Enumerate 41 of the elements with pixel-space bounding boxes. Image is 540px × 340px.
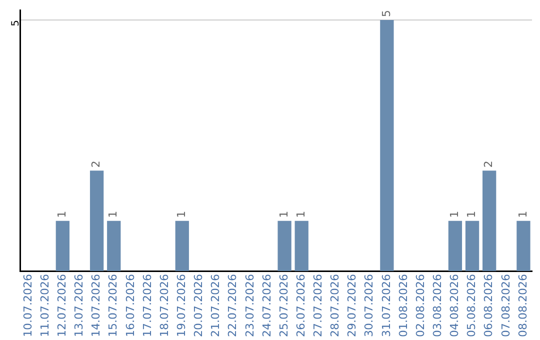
- data-label: 1: [56, 210, 69, 218]
- x-tick-label: 25.07.2026: [277, 274, 290, 338]
- x-tick-label: 16.07.2026: [124, 274, 137, 338]
- x-tick-label: 10.07.2026: [21, 274, 34, 338]
- x-tick-label: 19.07.2026: [174, 274, 188, 338]
- x-tick-label: 23.07.2026: [243, 274, 256, 338]
- x-tick-label: 04.08.2026: [448, 274, 462, 338]
- x-tick-label: 15.07.2026: [106, 274, 120, 338]
- x-tick-label: 20.07.2026: [192, 274, 206, 338]
- data-label: 1: [448, 210, 462, 218]
- x-tick-label: 24.07.2026: [260, 274, 274, 338]
- data-label: 1: [294, 210, 308, 218]
- data-label: 1: [106, 210, 120, 218]
- x-tick-label: 26.07.2026: [294, 274, 308, 338]
- data-label: 1: [465, 210, 478, 218]
- x-tick-label: 02.08.2026: [414, 274, 427, 338]
- x-tick-label: 17.07.2026: [140, 274, 154, 338]
- x-tick-label: 18.07.2026: [158, 274, 171, 338]
- x-tick-label: 21.07.2026: [209, 274, 222, 338]
- x-tick-label: 14.07.2026: [90, 274, 103, 338]
- x-tick-label: 28.07.2026: [328, 274, 342, 338]
- data-label: 2: [90, 160, 103, 168]
- x-tick-label: 27.07.2026: [312, 274, 325, 338]
- data-label: 1: [174, 210, 188, 218]
- x-tick-label: 06.08.2026: [482, 274, 496, 338]
- data-label: 1: [277, 210, 290, 218]
- x-tick-label: 22.07.2026: [226, 274, 240, 338]
- data-label: 1: [516, 210, 530, 218]
- x-tick-label: 08.08.2026: [516, 274, 530, 338]
- x-tick-label: 29.07.2026: [346, 274, 359, 338]
- x-tick-label: 11.07.2026: [38, 274, 52, 338]
- x-tick-label: 03.08.2026: [430, 274, 444, 338]
- x-tick-label: 12.07.2026: [56, 274, 69, 338]
- x-tick-label: 05.08.2026: [465, 274, 478, 338]
- data-label: 2: [482, 160, 496, 168]
- x-tick-label: 31.07.2026: [380, 274, 393, 338]
- data-label: 5: [380, 10, 393, 18]
- x-tick-label: 13.07.2026: [72, 274, 86, 338]
- x-tick-label: 07.08.2026: [499, 274, 512, 338]
- x-tick-label: 01.08.2026: [396, 274, 410, 338]
- x-tick-label: 30.07.2026: [362, 274, 376, 338]
